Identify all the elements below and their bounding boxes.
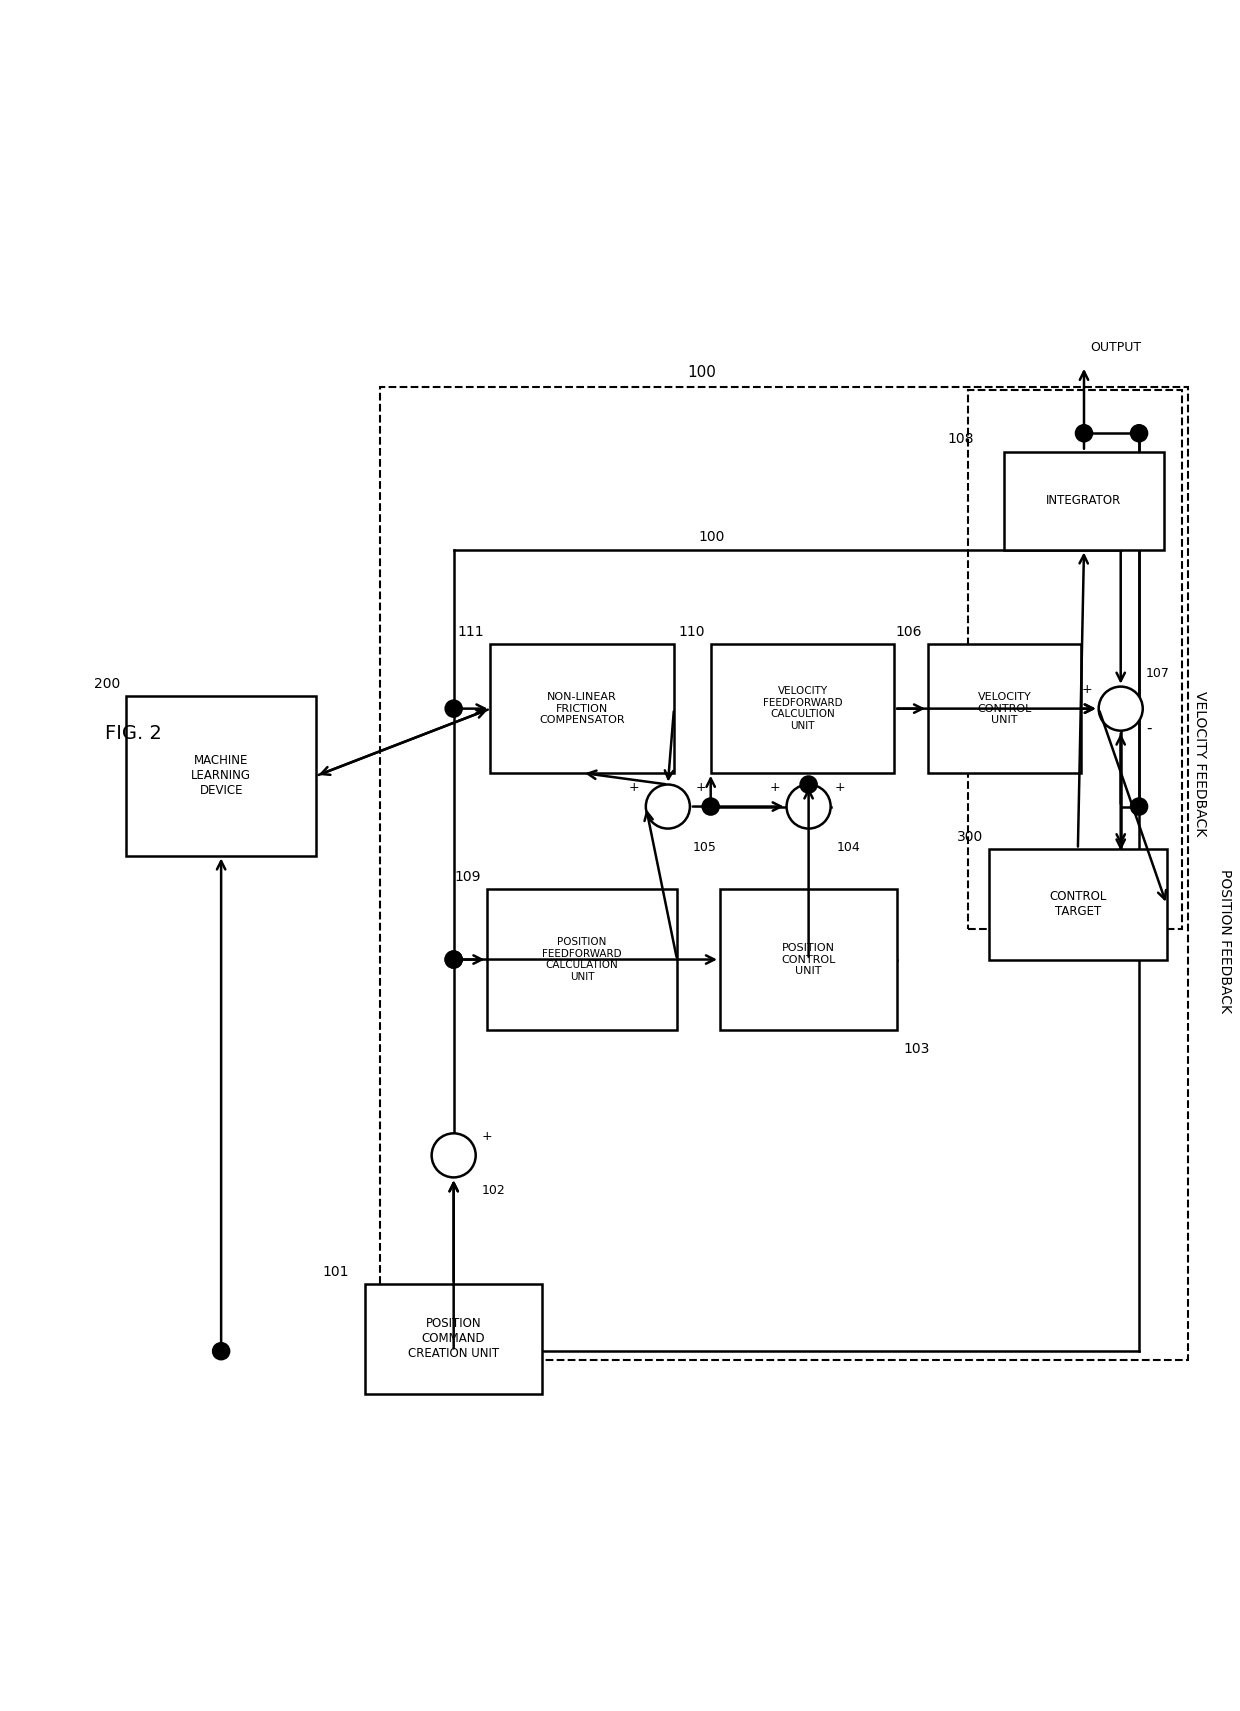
Text: 111: 111 [458, 625, 485, 640]
Text: 109: 109 [455, 869, 481, 885]
Text: +: + [835, 782, 844, 794]
Text: 104: 104 [837, 840, 861, 854]
Text: 102: 102 [482, 1184, 506, 1196]
FancyBboxPatch shape [1004, 452, 1163, 549]
Circle shape [445, 700, 463, 717]
Text: VELOCITY
CONTROL
UNIT: VELOCITY CONTROL UNIT [977, 691, 1032, 725]
Circle shape [702, 797, 719, 814]
Text: 101: 101 [322, 1264, 348, 1278]
Circle shape [432, 1133, 476, 1177]
Text: +: + [770, 782, 780, 794]
FancyBboxPatch shape [711, 645, 894, 773]
FancyBboxPatch shape [490, 645, 675, 773]
Text: 108: 108 [947, 433, 973, 447]
Text: +: + [629, 782, 640, 794]
Text: FIG. 2: FIG. 2 [105, 724, 161, 743]
Text: VELOCITY
FEEDFORWARD
CALCULTION
UNIT: VELOCITY FEEDFORWARD CALCULTION UNIT [763, 686, 842, 731]
FancyBboxPatch shape [487, 890, 677, 1030]
Text: 106: 106 [895, 625, 921, 640]
FancyBboxPatch shape [720, 890, 898, 1030]
Text: +: + [1083, 683, 1092, 696]
Text: 100: 100 [687, 364, 715, 380]
Text: VELOCITY FEEDBACK: VELOCITY FEEDBACK [1193, 691, 1208, 837]
Text: POSITION
COMMAND
CREATION UNIT: POSITION COMMAND CREATION UNIT [408, 1317, 500, 1360]
Text: INTEGRATOR: INTEGRATOR [1047, 494, 1122, 506]
Text: NON-LINEAR
FRICTION
COMPENSATOR: NON-LINEAR FRICTION COMPENSATOR [539, 691, 625, 725]
Circle shape [1075, 424, 1092, 441]
Text: -: - [1147, 720, 1152, 736]
Text: POSITION
CONTROL
UNIT: POSITION CONTROL UNIT [781, 943, 836, 977]
Text: 200: 200 [94, 678, 120, 691]
Circle shape [445, 951, 463, 968]
FancyBboxPatch shape [990, 849, 1167, 960]
Text: 110: 110 [678, 625, 704, 640]
Text: 100: 100 [698, 530, 725, 544]
Text: +: + [696, 782, 707, 794]
FancyBboxPatch shape [365, 1283, 542, 1394]
Text: CONTROL
TARGET: CONTROL TARGET [1049, 890, 1106, 919]
Text: OUTPUT: OUTPUT [1090, 340, 1141, 354]
Circle shape [1099, 686, 1143, 731]
Text: +: + [482, 1131, 492, 1143]
Text: MACHINE
LEARNING
DEVICE: MACHINE LEARNING DEVICE [191, 755, 252, 797]
Circle shape [800, 777, 817, 794]
FancyBboxPatch shape [126, 696, 316, 856]
Circle shape [445, 951, 463, 968]
Circle shape [1131, 797, 1148, 814]
Text: POSITION FEEDBACK: POSITION FEEDBACK [1218, 869, 1231, 1013]
Circle shape [212, 1343, 229, 1360]
Circle shape [1131, 424, 1148, 441]
Text: 107: 107 [1146, 667, 1169, 681]
Text: 103: 103 [904, 1042, 930, 1056]
Text: POSITION
FEEDFORWARD
CALCULATION
UNIT: POSITION FEEDFORWARD CALCULATION UNIT [542, 938, 622, 982]
Text: 105: 105 [692, 840, 717, 854]
Text: 300: 300 [957, 830, 983, 844]
Circle shape [786, 785, 831, 828]
FancyBboxPatch shape [928, 645, 1081, 773]
Circle shape [646, 785, 689, 828]
